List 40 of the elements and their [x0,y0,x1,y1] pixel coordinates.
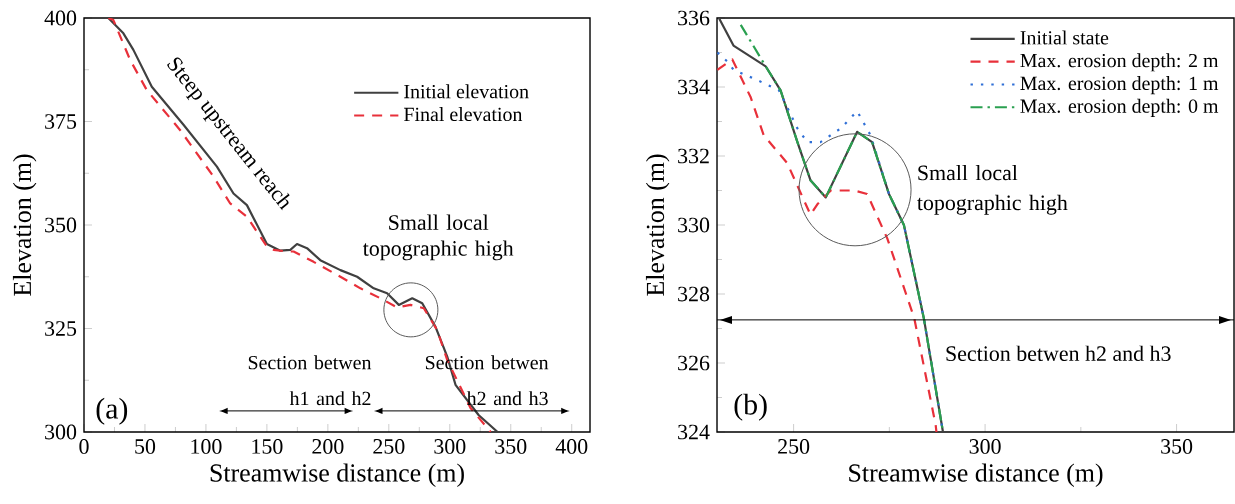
y-tick-label: 324 [678,424,710,440]
x-tick-label: 300 [434,439,466,454]
annotation: (b) [734,393,767,421]
legend-label: Initial elevation [404,84,529,99]
annotation: Small local topographic high [917,164,1068,215]
legend-label: Max. erosion depth: 0 m [1020,98,1219,117]
y-tick-label: 325 [45,321,77,336]
annotation: Small local topographic high [362,214,514,261]
legend-label: Max. erosion depth: 1 m [1020,76,1219,95]
y-tick-label: 300 [45,424,77,440]
x-tick-label: 350 [495,439,527,454]
y-tick-label: 330 [678,217,710,233]
x-tick-label: 100 [191,439,222,454]
legend-label: Max. erosion depth: 2 m [1020,53,1219,72]
x-axis-title: Streamwise distance (m) [849,463,1103,487]
x-tick-label: 50 [135,439,156,454]
x-tick-label: 350 [1161,439,1193,454]
y-tick-label: 400 [44,10,77,26]
annotation: (a) [96,397,128,425]
y-tick-label: 375 [45,114,77,129]
legend-label: Final elevation [404,107,523,122]
y-tick-label: 336 [678,10,710,26]
y-tick-label: 334 [678,79,710,95]
x-tick-label: 0 [79,439,89,454]
x-tick-label: 250 [373,439,405,454]
annotation: Section betwen h1 and h2 [248,355,372,406]
y-axis-title: Elevation (m) [12,154,37,296]
y-tick-label: 326 [678,355,710,371]
x-axis-title: Streamwise distance (m) [210,463,464,487]
y-tick-label: 332 [678,148,709,164]
x-tick-label: 150 [252,439,283,454]
ref-line-label: Section betwen h2 and h3 [946,345,1171,362]
legend-label: Initial state [1020,30,1109,45]
x-tick-label: 200 [312,439,344,454]
x-tick-label: 400 [555,439,588,454]
x-tick-label: 300 [969,439,1001,454]
x-tick-label: 250 [778,439,810,454]
y-tick-label: 350 [45,217,77,233]
y-axis-title: Elevation (m) [645,154,670,296]
y-tick-label: 328 [678,286,710,302]
